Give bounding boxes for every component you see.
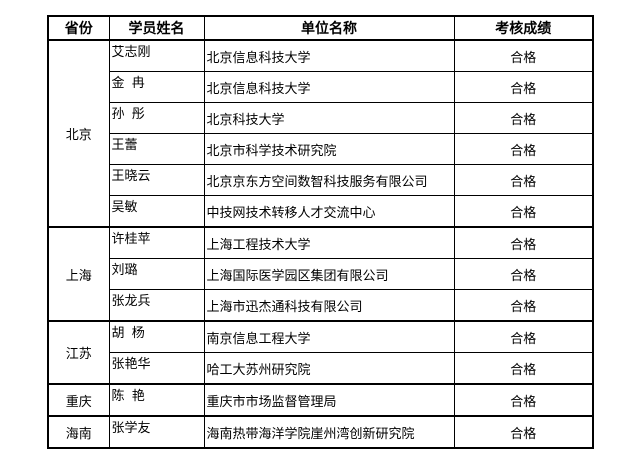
student-name-cell: 孙 彤 xyxy=(108,102,205,134)
organization-cell: 南京信息工程大学 xyxy=(203,320,455,353)
results-table-container: 省份 学员姓名 单位名称 考核成绩 北京 艾志刚 北京信息科技大学 合格金 冉北京信息… xyxy=(47,15,594,449)
table-row: 王蕾 北京市科学技术研究院 合格 xyxy=(48,133,594,165)
header-organization: 单位名称 xyxy=(203,15,455,41)
student-name-cell: 王蕾 xyxy=(108,133,205,165)
header-assessment-result: 考核成绩 xyxy=(453,15,594,41)
header-student-name: 学员姓名 xyxy=(108,15,205,41)
student-name-cell: 张龙兵 xyxy=(108,289,205,322)
organization-cell: 重庆市市场监督管理局 xyxy=(203,383,455,417)
table-row: 张艳华 哈工大苏州研究院 合格 xyxy=(48,352,594,385)
assessment-result-cell: 合格 xyxy=(453,133,594,165)
organization-cell: 北京科技大学 xyxy=(203,102,455,134)
header-province: 省份 xyxy=(47,15,110,41)
organization-cell: 上海工程技术大学 xyxy=(203,226,455,259)
organization-cell: 上海市迅杰通科技有限公司 xyxy=(203,289,455,322)
table-row: 张龙兵 上海市迅杰通科技有限公司 合格 xyxy=(48,289,594,322)
organization-cell: 北京市科学技术研究院 xyxy=(203,133,455,165)
results-table-body: 北京 艾志刚 北京信息科技大学 合格金 冉北京信息科技大学 合格孙 彤北京科技大学 合格王… xyxy=(47,39,594,449)
student-name-cell: 许桂苹 xyxy=(108,226,205,259)
organization-cell: 海南热带海洋学院崖州湾创新研究院 xyxy=(203,415,455,449)
table-row: 上海 许桂苹 上海工程技术大学 合格 xyxy=(47,226,594,322)
assessment-result-cell: 合格 xyxy=(453,352,594,385)
assessment-result-cell: 合格 xyxy=(453,39,594,72)
assessment-result-cell: 合格 xyxy=(453,226,594,259)
organization-cell: 哈工大苏州研究院 xyxy=(203,352,455,385)
assessment-result-cell: 合格 xyxy=(453,415,594,449)
student-name-cell: 张学友 xyxy=(108,415,205,449)
organization-cell: 中技网技术转移人才交流中心 xyxy=(203,195,455,228)
organization-cell: 北京信息科技大学 xyxy=(203,39,455,72)
table-row: 重庆陈 艳重庆市市场监督管理局 合格 xyxy=(47,383,594,417)
organization-cell: 北京信息科技大学 xyxy=(203,71,455,103)
province-cell: 上海 xyxy=(47,226,110,322)
table-row: 孙 彤北京科技大学 合格 xyxy=(48,102,594,134)
table-row: 王晓云 北京京东方空间数智科技服务有限公司 合格 xyxy=(48,164,594,196)
assessment-result-cell: 合格 xyxy=(453,320,594,353)
table-row: 刘璐 上海国际医学园区集团有限公司 合格 xyxy=(48,258,594,290)
assessment-result-cell: 合格 xyxy=(453,289,594,322)
student-name-cell: 张艳华 xyxy=(108,352,205,385)
assessment-result-cell: 合格 xyxy=(453,164,594,196)
training-results-table: 省份 学员姓名 单位名称 考核成绩 北京 艾志刚 北京信息科技大学 合格金 冉北京信息… xyxy=(47,15,594,449)
table-header: 省份 学员姓名 单位名称 考核成绩 xyxy=(47,15,594,41)
table-row: 江苏胡 杨南京信息工程大学 合格 xyxy=(47,320,594,385)
province-cell: 江苏 xyxy=(47,320,110,385)
student-name-cell: 王晓云 xyxy=(108,164,205,196)
organization-cell: 上海国际医学园区集团有限公司 xyxy=(203,258,455,290)
assessment-result-cell: 合格 xyxy=(453,195,594,228)
organization-cell: 北京京东方空间数智科技服务有限公司 xyxy=(203,164,455,196)
assessment-result-cell: 合格 xyxy=(453,71,594,103)
assessment-result-cell: 合格 xyxy=(453,383,594,417)
province-cell: 重庆 xyxy=(47,383,110,417)
student-name-cell: 刘璐 xyxy=(108,258,205,290)
student-name-cell: 胡 杨 xyxy=(108,320,205,353)
table-row: 金 冉北京信息科技大学 合格 xyxy=(48,71,594,103)
student-name-cell: 艾志刚 xyxy=(108,39,205,72)
assessment-result-cell: 合格 xyxy=(453,102,594,134)
province-cell: 北京 xyxy=(47,39,110,228)
student-name-cell: 陈 艳 xyxy=(108,383,205,417)
province-cell: 海南 xyxy=(47,415,110,449)
table-row: 海南 张学友 海南热带海洋学院崖州湾创新研究院 合格 xyxy=(47,415,594,449)
assessment-result-cell: 合格 xyxy=(453,258,594,290)
header-row: 省份 学员姓名 单位名称 考核成绩 xyxy=(47,15,594,41)
student-name-cell: 金 冉 xyxy=(108,71,205,103)
table-row: 北京 艾志刚 北京信息科技大学 合格 xyxy=(47,39,594,228)
student-name-cell: 吴敏 xyxy=(108,195,205,228)
table-row: 吴敏 中技网技术转移人才交流中心 合格 xyxy=(48,195,594,228)
